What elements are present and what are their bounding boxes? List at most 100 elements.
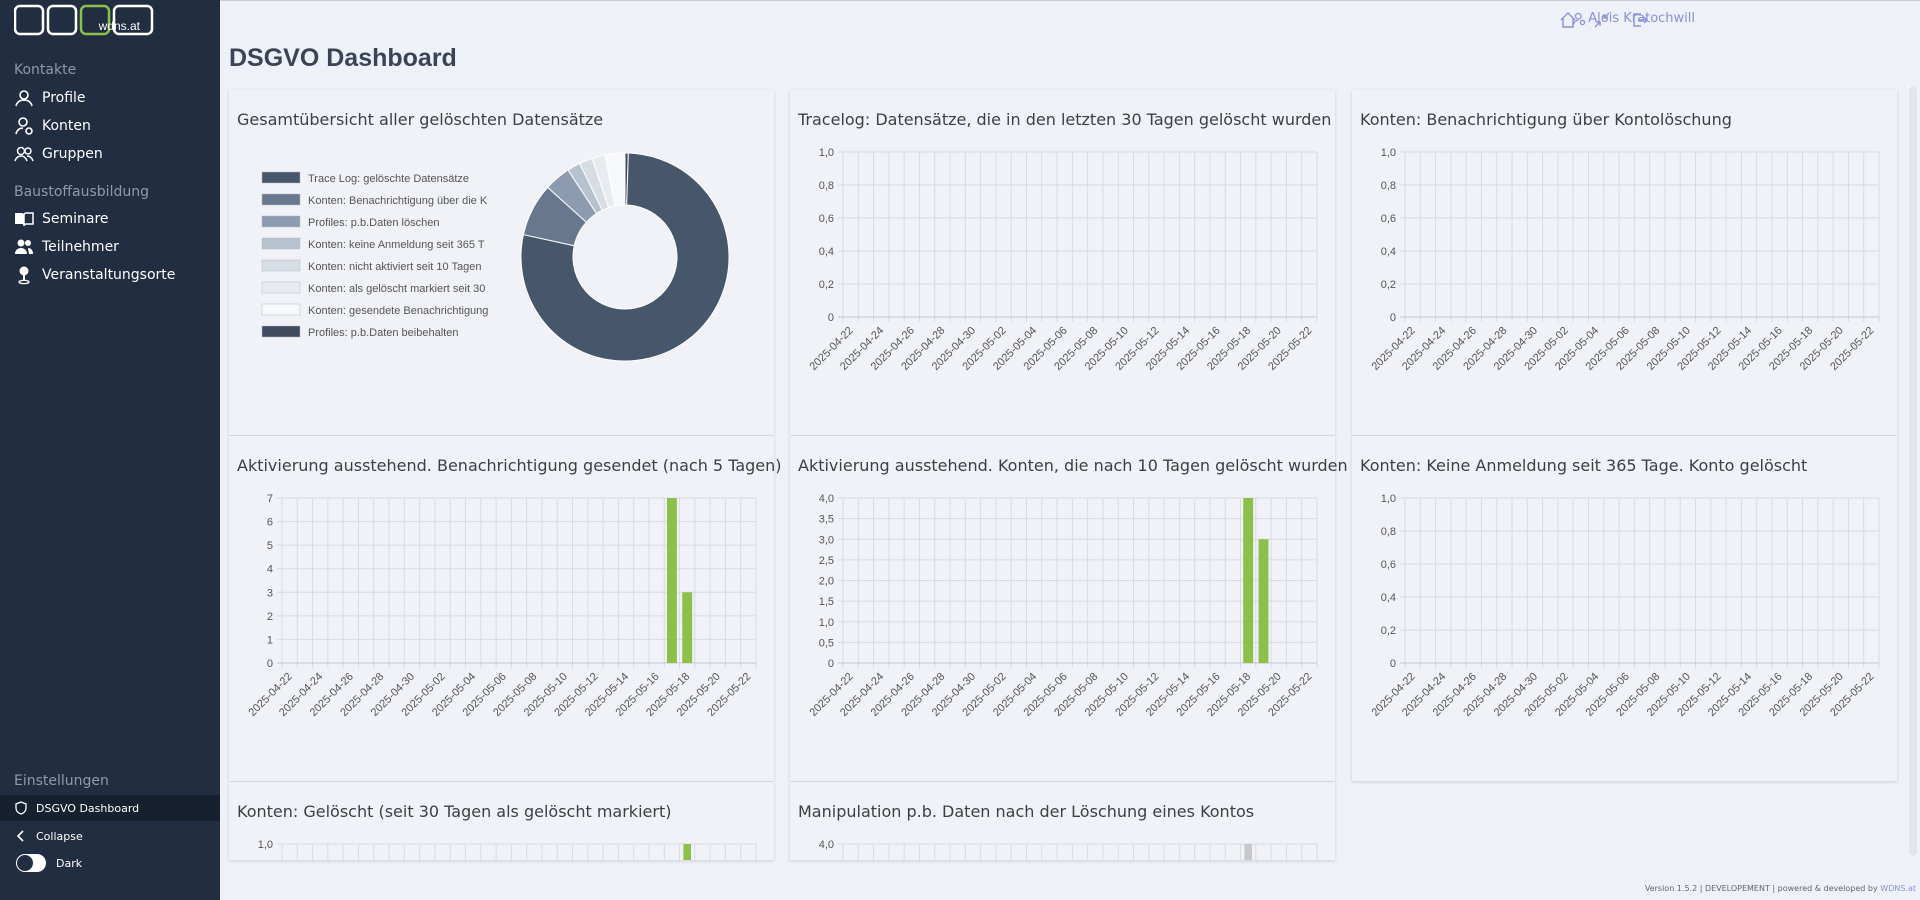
bar-chart: 00,20,40,60,81,02025-04-222025-04-242025… — [1369, 147, 1880, 373]
card-geloescht-markiert: Konten: Gelöscht (seit 30 Tagen als gelö… — [229, 782, 774, 860]
sidebar-item-dsgvo-dashboard[interactable]: DSGVO Dashboard — [14, 796, 139, 820]
dark-mode-toggle[interactable] — [16, 854, 46, 872]
y-tick-label: 1,0 — [1381, 147, 1396, 159]
y-tick-label: 0,8 — [819, 180, 834, 192]
y-tick-label: 1 — [267, 634, 273, 646]
logout-icon[interactable] — [1631, 11, 1649, 29]
legend-swatch[interactable] — [261, 325, 301, 338]
bar[interactable] — [1244, 844, 1253, 860]
bar[interactable] — [1258, 539, 1269, 663]
card-title: Manipulation p.b. Daten nach der Löschun… — [798, 802, 1255, 821]
y-tick-label: 4 — [267, 564, 273, 576]
user-name: Alois Kratochwill — [1588, 11, 1695, 26]
user-icon — [15, 90, 33, 107]
legend-label[interactable]: Trace Log: gelöschte Datensätze — [308, 173, 469, 185]
pie-slice[interactable] — [520, 152, 730, 362]
sidebar-item-gruppen[interactable]: Gruppen — [14, 142, 103, 166]
sidebar-item-seminare[interactable]: Seminare — [14, 207, 109, 231]
pie-slice[interactable] — [604, 152, 626, 207]
card-title: Gesamtübersicht aller gelöschten Datensä… — [237, 110, 604, 129]
collapse-arrows-icon[interactable] — [1593, 11, 1611, 29]
legend-swatch[interactable] — [261, 281, 301, 294]
sidebar-item-profile[interactable]: Profile — [14, 86, 86, 110]
legend-swatch[interactable] — [261, 237, 301, 250]
y-tick-label: 3,0 — [819, 534, 834, 546]
sidebar-item-teilnehmer[interactable]: Teilnehmer — [14, 235, 119, 259]
y-tick-label: 0,8 — [1381, 526, 1396, 538]
collapse-button[interactable]: Collapse — [14, 824, 83, 848]
y-tick-label: 1,0 — [1381, 493, 1396, 505]
bar-chart: 00,20,40,60,81,02025-04-222025-04-242025… — [1369, 493, 1880, 719]
user-menu[interactable]: Alois Kratochwill — [1572, 11, 1695, 26]
y-tick-label: 0,2 — [1381, 625, 1396, 637]
wdns-logo[interactable]: wdns.at — [14, 4, 154, 36]
sidebar-item-veranstaltungsorte[interactable]: Veranstaltungsorte — [14, 263, 175, 287]
toggle-knob — [17, 855, 33, 871]
bar[interactable] — [666, 498, 677, 663]
home-icon[interactable] — [1559, 11, 1577, 29]
sidebar-item-label: Profile — [42, 90, 86, 106]
collapse-label: Collapse — [36, 829, 83, 843]
user-gear-icon — [1573, 12, 1586, 25]
y-tick-label: 0,4 — [819, 246, 834, 258]
card-title: Konten: Keine Anmeldung seit 365 Tage. K… — [1360, 456, 1808, 475]
sidebar-item-label: Konten — [42, 118, 91, 134]
y-tick-label: 1,0 — [819, 617, 834, 629]
y-tick-label: 0 — [267, 658, 273, 670]
active-item-highlight — [0, 795, 220, 821]
footer: Version 1.5.2 | DEVELOPEMENT | powered &… — [1645, 884, 1916, 893]
legend-swatch[interactable] — [261, 259, 301, 272]
y-tick-label: 1,0 — [819, 147, 834, 159]
legend-swatch[interactable] — [261, 303, 301, 316]
legend-swatch[interactable] — [261, 171, 301, 184]
y-tick-label: 0,6 — [1381, 559, 1396, 571]
y-tick-label: 7 — [267, 493, 273, 505]
y-tick-label: 0 — [1390, 312, 1396, 324]
y-tick-label: 1,0 — [258, 839, 273, 851]
users-icon — [14, 146, 34, 162]
card-title: Tracelog: Datensätze, die in den letzten… — [798, 110, 1332, 129]
sidebar-item-label: Teilnehmer — [42, 239, 119, 255]
legend-label[interactable]: Konten: Benachrichtigung über die K — [308, 195, 488, 207]
y-tick-label: 0,2 — [1381, 279, 1396, 291]
bar[interactable] — [683, 844, 692, 860]
y-tick-label: 4,0 — [819, 493, 834, 505]
legend-label[interactable]: Profiles: p.b.Daten löschen — [308, 217, 439, 229]
y-tick-label: 0,6 — [1381, 213, 1396, 225]
sidebar-item-label: Gruppen — [42, 146, 103, 162]
y-tick-label: 0 — [828, 312, 834, 324]
footer-link[interactable]: WDNS.at — [1880, 884, 1916, 893]
legend-label[interactable]: Konten: nicht aktiviert seit 10 Tagen — [308, 261, 481, 273]
y-tick-label: 3,5 — [819, 514, 834, 526]
sidebar-item-label: DSGVO Dashboard — [36, 801, 140, 815]
y-tick-label: 0,2 — [819, 279, 834, 291]
card-konten-benachrichtigung: Konten: Benachrichtigung über Kontolösch… — [1352, 90, 1897, 435]
sidebar-item-label: Seminare — [42, 211, 109, 227]
scrollbar-thumb[interactable] — [1909, 86, 1917, 856]
card-title: Konten: Gelöscht (seit 30 Tagen als gelö… — [237, 802, 672, 821]
section-einstellungen: Einstellungen — [14, 773, 109, 789]
y-tick-label: 1,5 — [819, 596, 834, 608]
y-tick-label: 0,6 — [819, 213, 834, 225]
bar[interactable] — [1243, 498, 1254, 663]
y-tick-label: 5 — [267, 540, 273, 552]
card-title: Aktivierung ausstehend. Benachrichtigung… — [237, 456, 782, 475]
legend-label[interactable]: Konten: gesendete Benachrichtigung — [308, 305, 488, 317]
y-tick-label: 2 — [267, 611, 273, 623]
shield-icon — [15, 801, 27, 815]
legend-label[interactable]: Konten: als gelöscht markiert seit 30 — [308, 283, 485, 295]
card-aktivierung-geloescht: Aktivierung ausstehend. Konten, die nach… — [790, 436, 1348, 781]
bar-chart: 00,51,01,52,02,53,03,54,02025-04-222025-… — [807, 493, 1318, 719]
sidebar-item-konten[interactable]: Konten — [14, 114, 91, 138]
section-kontakte: Kontakte — [14, 62, 77, 78]
card-tracelog: Tracelog: Datensätze, die in den letzten… — [790, 90, 1335, 435]
legend-label[interactable]: Profiles: p.b.Daten beibehalten — [308, 327, 458, 339]
legend-label[interactable]: Konten: keine Anmeldung seit 365 T — [308, 239, 485, 251]
y-tick-label: 0 — [1390, 658, 1396, 670]
y-tick-label: 3 — [267, 587, 273, 599]
legend-swatch[interactable] — [261, 215, 301, 228]
topbar: Alois Kratochwill — [220, 0, 1920, 40]
bar[interactable] — [682, 592, 693, 663]
book-open-icon — [15, 212, 34, 227]
legend-swatch[interactable] — [261, 193, 301, 206]
